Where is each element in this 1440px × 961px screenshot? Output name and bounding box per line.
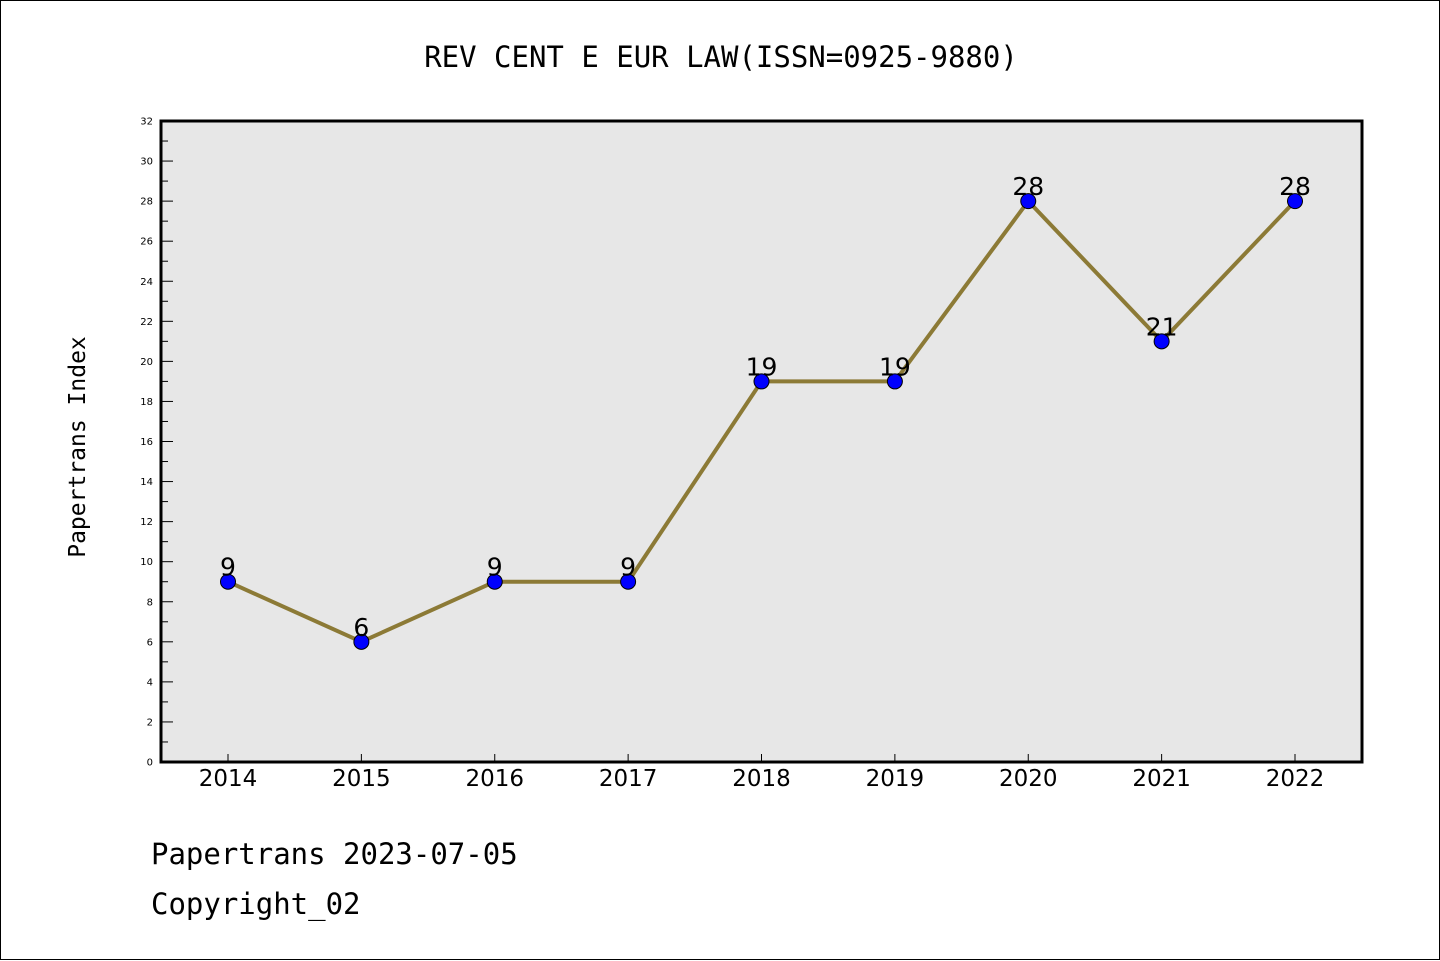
footer-date-text: Papertrans 2023-07-05 — [151, 837, 518, 871]
data-point — [353, 633, 370, 650]
data-label: 9 — [220, 553, 236, 582]
y-tick-label: 16 — [140, 437, 153, 448]
x-tick-label: 2020 — [999, 766, 1058, 792]
data-label: 28 — [1012, 172, 1044, 201]
y-tick-label: 4 — [147, 677, 153, 688]
y-tick-label: 32 — [140, 117, 153, 128]
y-tick-label: 26 — [140, 237, 153, 248]
y-tick-label: 20 — [140, 357, 153, 368]
y-tick-label: 24 — [140, 277, 153, 288]
x-axis: 2014 2015 2016 2017 2018 2019 2020 2021 2022 — [199, 754, 1325, 792]
data-point — [486, 573, 503, 590]
chart-title: REV CENT E EUR LAW(ISSN=0925-9880) — [424, 40, 1018, 74]
x-tick-label: 2016 — [465, 766, 524, 792]
x-tick-label: 2014 — [199, 766, 258, 792]
data-point — [1020, 193, 1037, 210]
data-label: 21 — [1146, 312, 1178, 341]
plot-border — [159, 119, 1364, 764]
y-tick-label: 28 — [140, 197, 153, 208]
data-label: 9 — [620, 553, 636, 582]
data-label: 19 — [879, 352, 911, 381]
plot-area — [161, 121, 1362, 762]
y-tick-label: 30 — [140, 157, 153, 168]
data-point — [753, 373, 770, 390]
footer-copyright-text: Copyright_02 — [151, 887, 361, 921]
data-point — [1153, 333, 1170, 350]
x-tick-label: 2018 — [732, 766, 791, 792]
x-tick-label: 2015 — [332, 766, 391, 792]
y-tick-label: 6 — [147, 637, 153, 648]
x-tick-label: 2022 — [1266, 766, 1325, 792]
data-point — [620, 573, 637, 590]
x-tick-label: 2017 — [599, 766, 658, 792]
x-tick-label: 2021 — [1132, 766, 1191, 792]
series-layer — [220, 193, 1303, 650]
data-label: 9 — [487, 553, 503, 582]
data-point — [1287, 193, 1303, 210]
y-tick-label: 22 — [140, 317, 153, 328]
y-tick-label: 18 — [140, 397, 153, 408]
y-tick-label: 0 — [147, 758, 153, 769]
y-tick-label: 8 — [147, 597, 153, 608]
data-label: 6 — [353, 613, 369, 642]
data-point — [220, 573, 236, 590]
y-tick-label: 2 — [147, 717, 153, 728]
data-label: 19 — [746, 352, 778, 381]
y-axis-label: Papertrans Index — [65, 336, 91, 558]
x-tick-label: 2019 — [866, 766, 925, 792]
data-labels: 9 6 9 9 19 19 28 21 28 — [220, 172, 1311, 642]
data-point — [886, 373, 903, 390]
y-tick-label: 14 — [140, 477, 153, 488]
y-tick-label: 10 — [140, 557, 153, 568]
data-label: 28 — [1279, 172, 1311, 201]
y-tick-label: 12 — [140, 517, 153, 528]
